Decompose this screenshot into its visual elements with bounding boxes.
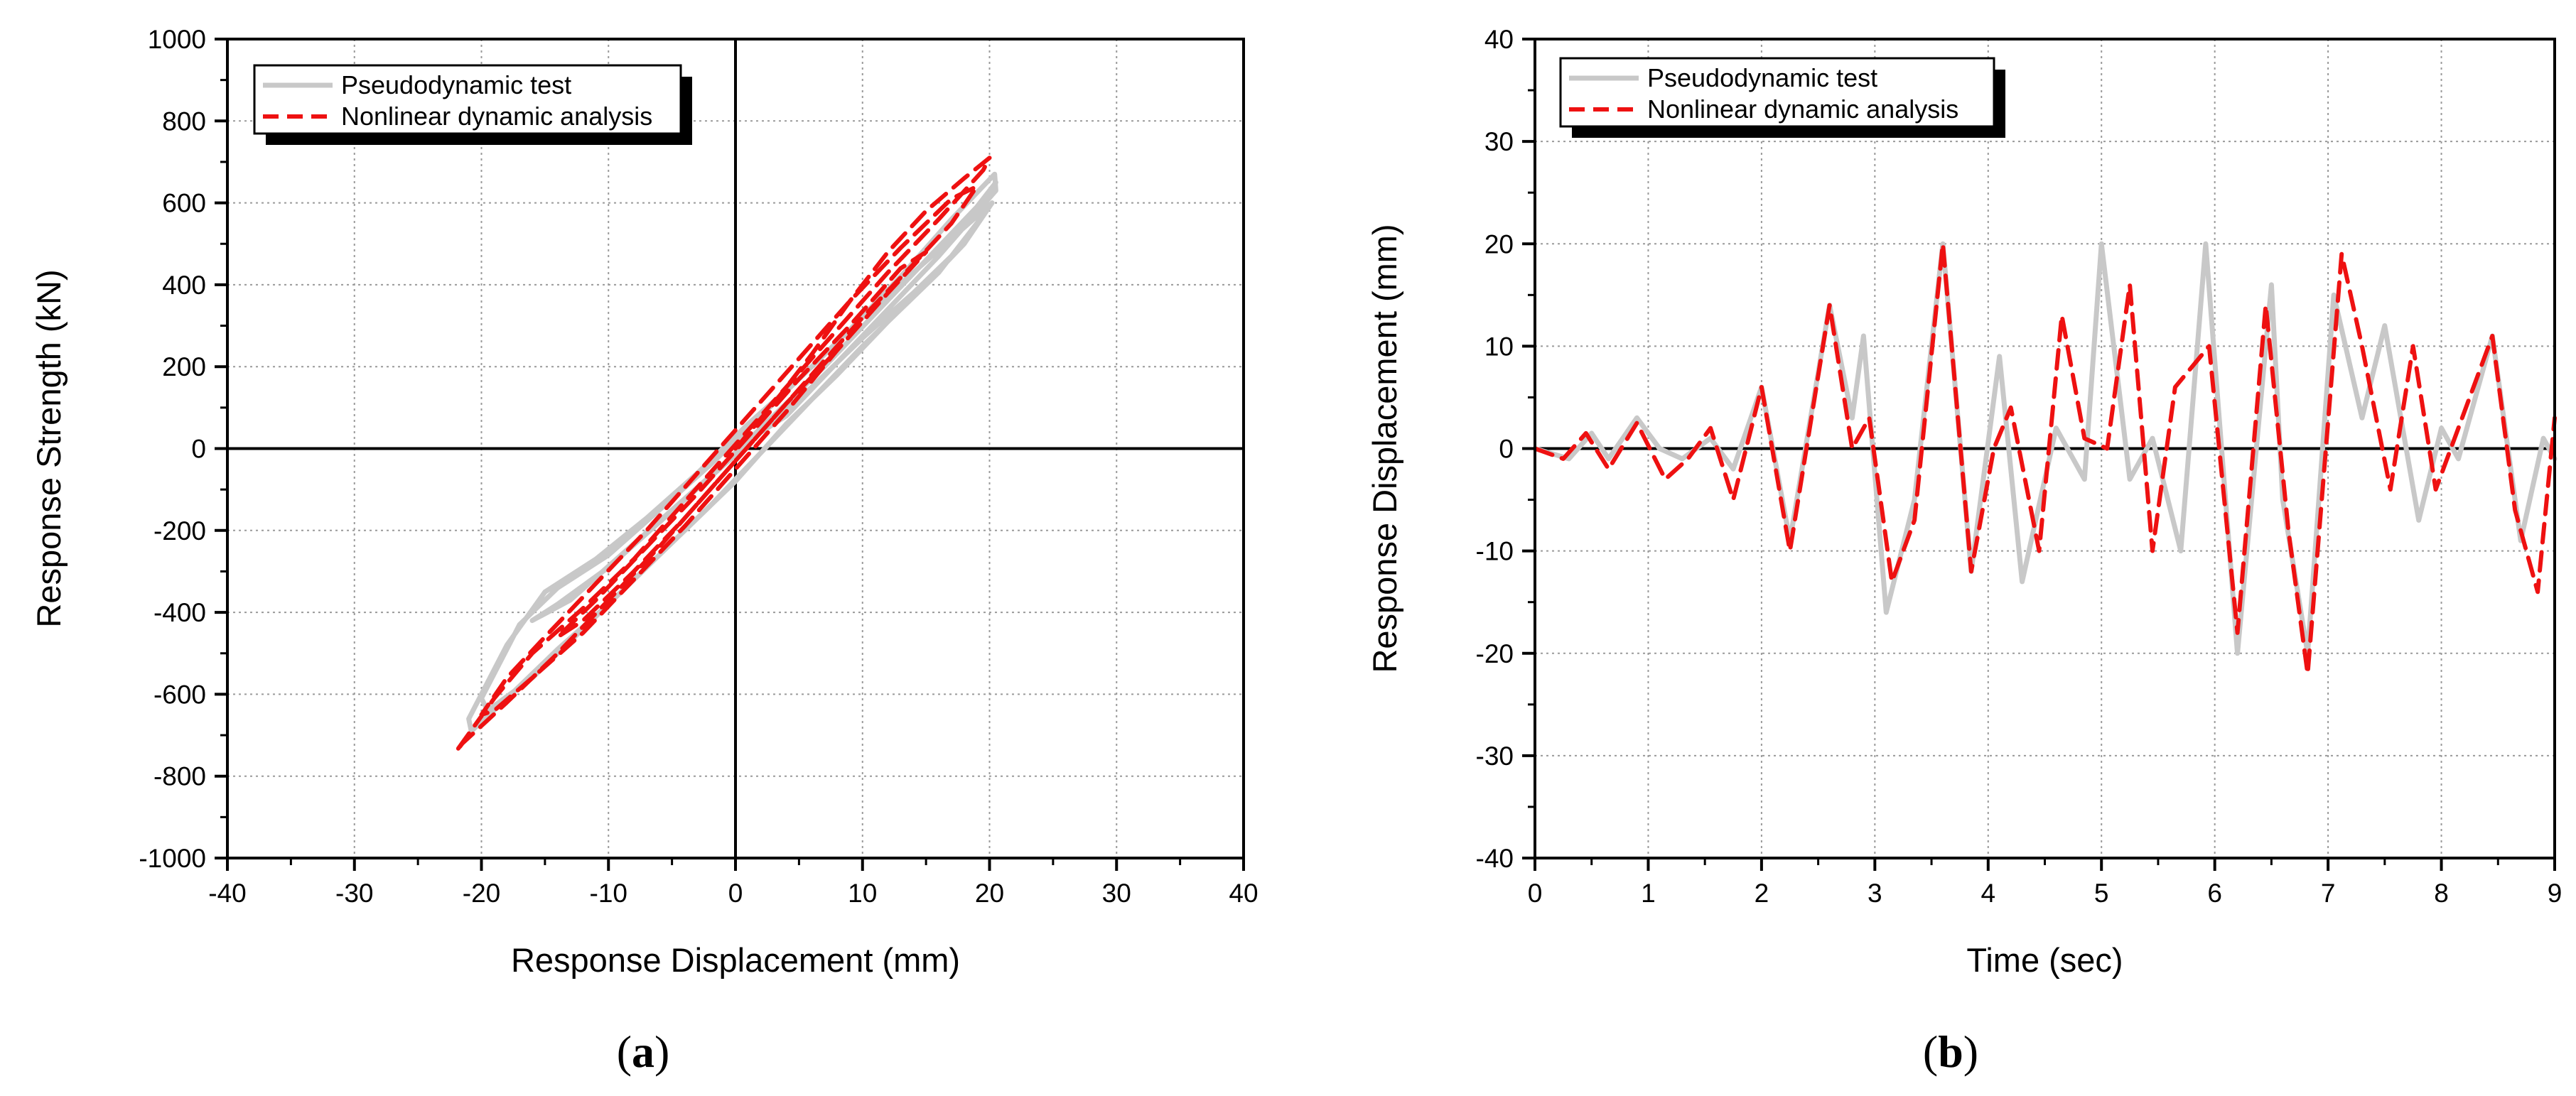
- caption-a-letter: a: [632, 1026, 654, 1077]
- y-tick-label: -800: [153, 762, 206, 791]
- x-tick-label: 3: [1868, 879, 1882, 908]
- x-tick-label: 30: [1102, 879, 1131, 908]
- y-tick-label: -200: [153, 516, 206, 546]
- y-tick-label: -600: [153, 680, 206, 709]
- x-tick-label: 6: [2207, 879, 2222, 908]
- y-tick-label: -40: [1476, 844, 1514, 873]
- y-tick-label: 10: [1484, 332, 1514, 361]
- x-tick-label: 7: [2321, 879, 2336, 908]
- x-tick-label: 10: [848, 879, 877, 908]
- legend-label: Nonlinear dynamic analysis: [1647, 94, 1958, 124]
- chart-panel-b: 0 1 2 3 4 5 6 7 8 9 -40 -30 -20 -10 0 10 20 30 40 Time (sec…: [1366, 25, 2562, 979]
- y-tick-label: -10: [1476, 537, 1514, 566]
- y-axis-title: Response Strength (kN): [30, 269, 68, 627]
- series-line-analysis: [1533, 242, 2557, 676]
- x-tick-label: -40: [208, 879, 246, 908]
- caption-b: (b): [1923, 1026, 1978, 1077]
- x-tick-label: 5: [2094, 879, 2109, 908]
- y-tick-label: 0: [191, 435, 206, 464]
- legend: Pseudodynamic test Nonlinear dynamic anal…: [253, 64, 692, 145]
- caption-b-close-paren: ): [1963, 1026, 1978, 1077]
- series-line-analysis: [453, 156, 992, 754]
- caption-b-open-paren: (: [1923, 1026, 1938, 1077]
- legend-label: Pseudodynamic test: [1647, 63, 1877, 92]
- legend-box: [1559, 57, 1995, 128]
- x-tick-label: -20: [463, 879, 500, 908]
- legend-box: [253, 64, 682, 135]
- y-tick-label: 600: [162, 189, 206, 218]
- y-tick-label: -30: [1476, 742, 1514, 771]
- x-tick-label: 2: [1755, 879, 1769, 908]
- x-tick-label: -10: [590, 879, 627, 908]
- chart-panel-a: -40 -30 -20 -10 0 10 20 30 40 -1000 -800 -600 -400 -2…: [30, 25, 1259, 979]
- x-tick-label: 0: [1528, 879, 1543, 908]
- y-tick-label: 1000: [148, 25, 206, 54]
- y-tick-label: 40: [1484, 25, 1514, 54]
- y-tick-label: 800: [162, 107, 206, 136]
- x-tick-label: 0: [728, 879, 743, 908]
- y-tick-label: -1000: [139, 844, 206, 873]
- caption-a-close-paren: ): [654, 1026, 669, 1077]
- caption-a: (a): [617, 1026, 670, 1077]
- x-tick-label: -30: [335, 879, 373, 908]
- x-tick-label: 8: [2434, 879, 2449, 908]
- legend-label: Pseudodynamic test: [341, 70, 571, 99]
- x-tick-label: 20: [975, 879, 1004, 908]
- x-tick-label: 40: [1229, 879, 1258, 908]
- x-tick-label: 1: [1641, 879, 1656, 908]
- y-axis-title: Response Displacement (mm): [1366, 224, 1403, 673]
- y-tick-label: -20: [1476, 639, 1514, 668]
- y-tick-label: 30: [1484, 127, 1514, 156]
- x-tick-label: 9: [2548, 879, 2562, 908]
- caption-a-open-paren: (: [617, 1026, 632, 1077]
- y-tick-label: -400: [153, 598, 206, 627]
- x-axis-title: Time (sec): [1966, 941, 2123, 979]
- series-line-test: [1532, 241, 2558, 656]
- y-tick-label: 0: [1499, 435, 1514, 464]
- y-tick-label: 20: [1484, 229, 1514, 259]
- legend-label: Nonlinear dynamic analysis: [341, 102, 652, 131]
- caption-b-letter: b: [1938, 1026, 1963, 1077]
- y-tick-label: 200: [162, 352, 206, 381]
- x-axis-title: Response Displacement (mm): [511, 941, 960, 979]
- y-tick-label: 400: [162, 271, 206, 300]
- x-tick-label: 4: [1980, 879, 1995, 908]
